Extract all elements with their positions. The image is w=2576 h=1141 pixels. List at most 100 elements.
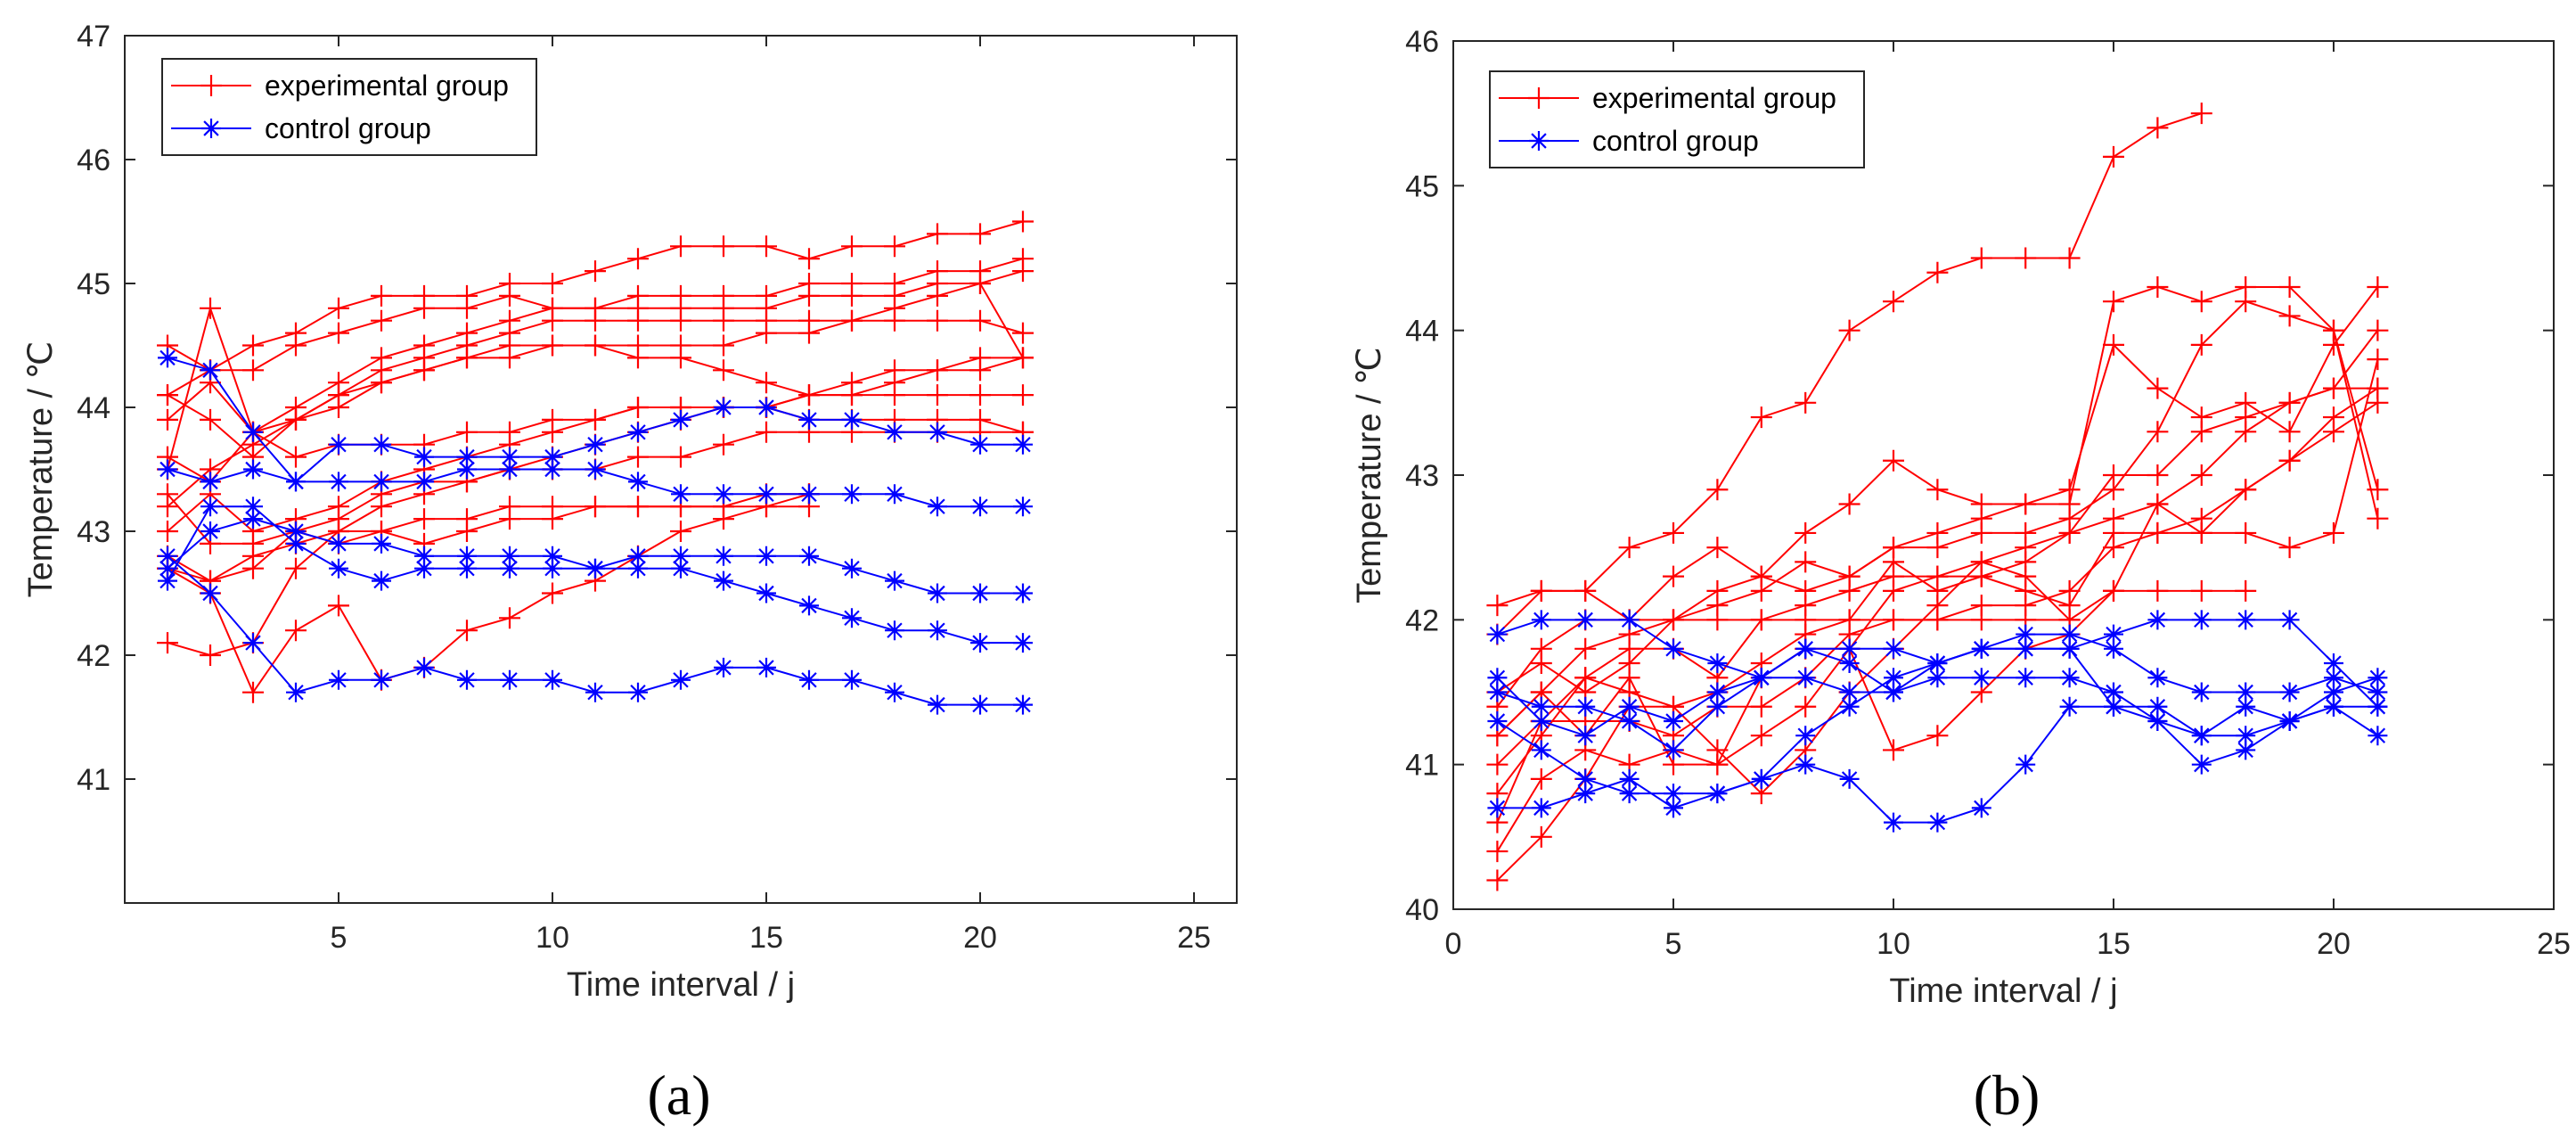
data-point	[2104, 682, 2123, 702]
data-point	[2235, 521, 2257, 544]
data-point	[200, 583, 220, 603]
data-point	[1013, 583, 1033, 603]
data-point	[158, 348, 177, 368]
data-point	[2147, 668, 2168, 688]
data-point	[928, 422, 947, 442]
data-point	[585, 434, 605, 455]
data-point	[1706, 739, 1729, 761]
data-point	[371, 372, 392, 394]
control-series-a	[158, 546, 1033, 715]
data-point	[756, 372, 777, 394]
data-point	[158, 558, 177, 579]
data-point	[2147, 275, 2169, 298]
data-point	[970, 633, 990, 653]
data-point	[2367, 319, 2389, 341]
data-point	[542, 421, 563, 443]
y-tick-label-a: 42	[77, 639, 110, 673]
data-point	[756, 583, 776, 603]
data-point	[328, 595, 349, 617]
data-point	[1795, 551, 1817, 573]
data-point	[1012, 210, 1034, 233]
data-point	[585, 558, 605, 579]
data-point	[1750, 565, 1772, 587]
data-point	[2367, 349, 2389, 371]
data-point	[2103, 464, 2124, 486]
data-point	[158, 459, 177, 480]
data-point	[158, 570, 177, 591]
data-point	[1795, 391, 1817, 414]
data-point	[457, 558, 477, 579]
data-point	[1751, 668, 1771, 688]
y-axis-label-a: Temperature / ℃	[22, 341, 60, 598]
data-point	[2015, 493, 2037, 515]
data-point	[1883, 579, 1904, 602]
data-point	[1531, 610, 1551, 630]
data-point	[1926, 261, 1949, 283]
data-point	[1012, 260, 1034, 283]
data-point	[1486, 753, 1509, 776]
data-point	[1575, 610, 1596, 630]
data-point	[585, 260, 606, 283]
data-point	[1487, 710, 1508, 731]
data-point	[1970, 247, 1992, 269]
y-tick-label-a: 44	[77, 391, 110, 425]
data-point	[713, 334, 734, 357]
data-point	[200, 360, 220, 381]
data-point	[799, 484, 819, 505]
control-series-b	[1487, 638, 2388, 804]
data-point	[1575, 726, 1596, 746]
data-point	[2278, 275, 2301, 298]
data-point	[1530, 825, 1552, 848]
data-point	[329, 669, 348, 690]
data-point	[286, 533, 306, 554]
data-point	[2059, 696, 2080, 717]
data-point	[1750, 406, 1772, 429]
data-point	[2278, 305, 2301, 327]
data-point	[328, 322, 349, 344]
data-point	[970, 434, 990, 455]
data-point	[413, 297, 435, 319]
legend-marker-star	[1529, 131, 1549, 151]
data-point	[1839, 696, 1860, 717]
data-point	[627, 496, 649, 518]
data-point	[1619, 710, 1640, 731]
data-point	[2278, 449, 2301, 472]
data-point	[585, 459, 605, 480]
y-tick-label-a: 47	[77, 20, 110, 53]
data-point	[2103, 291, 2124, 313]
data-point	[371, 309, 392, 332]
data-point	[1530, 579, 1552, 602]
data-point	[1530, 637, 1552, 660]
data-point	[714, 484, 733, 505]
data-point	[329, 558, 348, 579]
data-point	[1926, 537, 1949, 559]
data-point	[2147, 579, 2169, 602]
data-point	[1663, 609, 1684, 631]
data-point	[585, 408, 606, 431]
data-point	[1487, 668, 1508, 688]
plot-area-b	[1452, 40, 2555, 910]
data-point	[1012, 347, 1034, 369]
data-point	[542, 273, 563, 294]
data-point	[1926, 725, 1949, 747]
chart-panel-b: 0 5 10 15 20 25 40 41 42 43 44 45 46 Time interval / …	[1351, 25, 2571, 1010]
x-tick-label-a: 5	[331, 921, 348, 955]
data-point	[1795, 695, 1817, 718]
data-point	[841, 284, 863, 307]
data-point	[413, 508, 435, 530]
data-point	[499, 284, 520, 307]
data-point	[799, 546, 819, 566]
experimental-series-b	[1486, 349, 2389, 863]
x-axis-label-a: Time interval / j	[567, 966, 795, 1004]
data-point	[456, 297, 478, 319]
data-point	[1970, 609, 1992, 631]
data-point	[456, 421, 478, 443]
data-point	[885, 422, 904, 442]
data-point	[1531, 798, 1551, 818]
data-point	[1970, 521, 1992, 544]
data-point	[371, 284, 392, 307]
data-point	[542, 582, 563, 604]
data-point	[1707, 696, 1728, 717]
data-point	[585, 682, 605, 702]
